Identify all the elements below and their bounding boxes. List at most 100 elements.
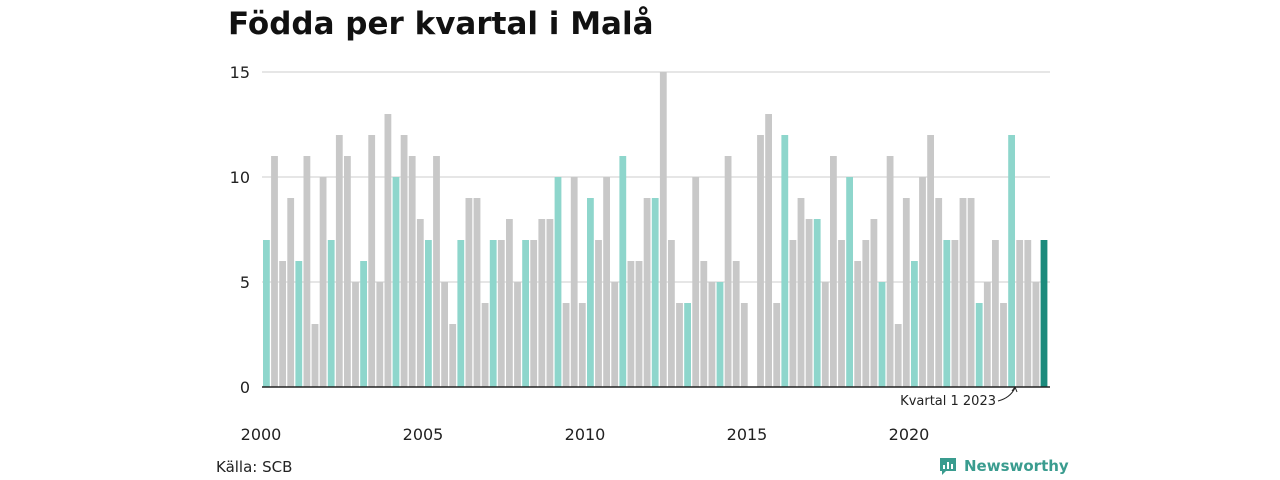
bar xyxy=(587,198,594,387)
bar xyxy=(611,282,619,387)
brand-name: Newsworthy xyxy=(964,457,1069,475)
bar xyxy=(959,198,967,387)
bar xyxy=(927,135,934,387)
bar xyxy=(603,177,610,387)
bar xyxy=(983,282,991,387)
bar xyxy=(1000,303,1007,387)
bar xyxy=(911,261,918,387)
bar xyxy=(773,303,781,387)
source-label: Källa: SCB xyxy=(216,458,293,476)
bar xyxy=(643,198,651,387)
bar xyxy=(352,282,359,387)
bar xyxy=(287,198,295,387)
bar xyxy=(967,198,975,387)
bar xyxy=(425,240,432,387)
bar xyxy=(473,198,481,387)
bar xyxy=(279,261,286,387)
bar xyxy=(951,240,959,387)
y-tick-label: 5 xyxy=(240,273,250,292)
x-tick-label: 2015 xyxy=(727,425,768,444)
bar xyxy=(619,156,627,387)
bar xyxy=(263,240,270,387)
bar xyxy=(327,240,335,387)
bar xyxy=(295,261,303,387)
x-tick-label: 2005 xyxy=(403,425,444,444)
bar xyxy=(1016,240,1024,387)
brand-logo: Newsworthy xyxy=(938,456,1069,476)
bar xyxy=(546,219,554,387)
y-tick-label: 15 xyxy=(230,63,250,82)
bar xyxy=(538,219,546,387)
newsworthy-icon xyxy=(940,458,956,475)
bar xyxy=(668,240,675,387)
bars xyxy=(263,72,1048,387)
annotation: Kvartal 1 2023 xyxy=(900,385,1018,409)
bar xyxy=(514,282,521,387)
bar xyxy=(522,240,529,387)
bar xyxy=(943,240,951,387)
bar xyxy=(457,240,465,387)
bar xyxy=(497,240,505,387)
bar xyxy=(1040,240,1048,387)
bar xyxy=(975,303,983,387)
bar xyxy=(902,198,910,387)
bar xyxy=(635,261,643,387)
bar xyxy=(271,156,278,387)
bar xyxy=(919,177,926,387)
bar xyxy=(506,219,513,387)
bar xyxy=(716,282,724,387)
bar xyxy=(838,240,845,387)
bar xyxy=(789,240,797,387)
bar xyxy=(489,240,497,387)
bar xyxy=(862,240,870,387)
bar xyxy=(400,135,408,387)
bar xyxy=(870,219,878,387)
bar xyxy=(408,156,416,387)
bar xyxy=(692,177,700,387)
bar xyxy=(368,135,376,387)
bar xyxy=(1008,135,1015,387)
bar xyxy=(757,135,764,387)
bar xyxy=(830,156,837,387)
bar xyxy=(886,156,894,387)
x-tick-label: 2000 xyxy=(241,425,282,444)
y-tick-label: 0 xyxy=(240,378,250,397)
bar xyxy=(554,177,562,387)
bar xyxy=(724,156,732,387)
bar xyxy=(813,219,821,387)
bar xyxy=(433,156,440,387)
x-tick-label: 2010 xyxy=(565,425,606,444)
bar xyxy=(627,261,635,387)
bar xyxy=(821,282,829,387)
x-tick-label: 2020 xyxy=(889,425,930,444)
y-tick-label: 10 xyxy=(230,168,250,187)
annotation-label: Kvartal 1 2023 xyxy=(900,394,996,409)
axis: 0 5 10 15 2000 2005 2010 2015 2020 xyxy=(230,63,1050,444)
annotation-arrow xyxy=(997,387,1016,402)
bar xyxy=(846,177,853,387)
bar xyxy=(570,177,578,387)
bar xyxy=(441,282,448,387)
bar xyxy=(651,198,659,387)
bar xyxy=(659,72,667,387)
bar xyxy=(360,261,367,387)
bar xyxy=(781,135,789,387)
bar xyxy=(335,135,343,387)
bar xyxy=(303,156,311,387)
bar xyxy=(311,324,319,387)
bar xyxy=(481,303,489,387)
bar xyxy=(465,198,473,387)
bar xyxy=(578,303,586,387)
bar xyxy=(740,303,748,387)
bar xyxy=(449,324,457,387)
bar xyxy=(992,240,999,387)
bar xyxy=(530,240,538,387)
bar xyxy=(708,282,716,387)
bar xyxy=(894,324,902,387)
bar xyxy=(1024,240,1032,387)
annotation-arrowhead xyxy=(1011,385,1018,393)
bar xyxy=(384,114,392,387)
bar xyxy=(676,303,683,387)
bar xyxy=(376,282,384,387)
